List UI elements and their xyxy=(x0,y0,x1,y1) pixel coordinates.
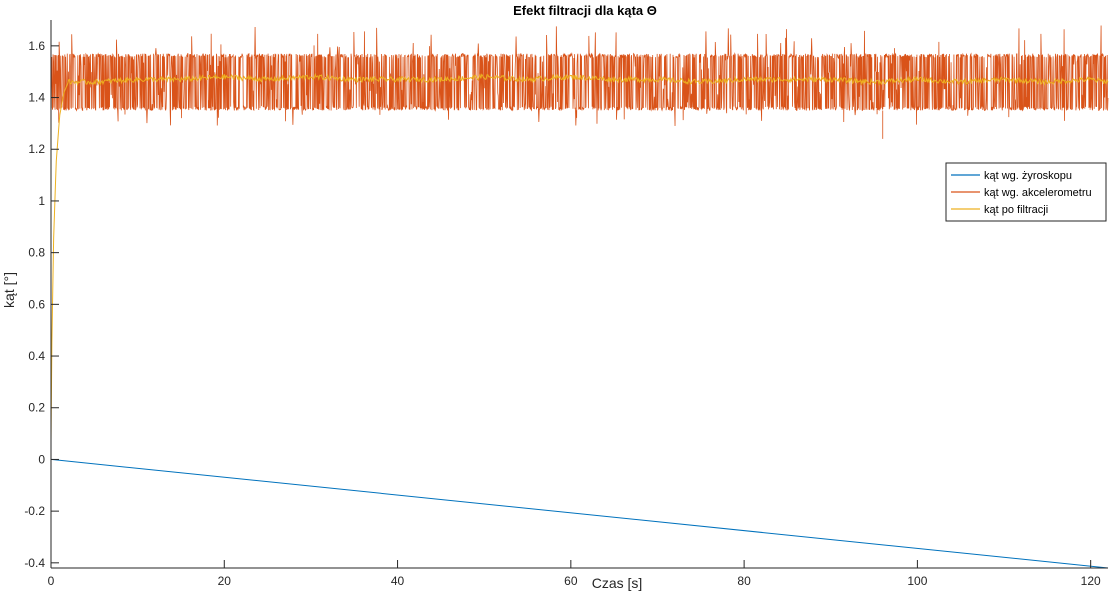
y-tick-label: 1.6 xyxy=(28,39,45,53)
y-tick-label: -0.4 xyxy=(24,556,45,570)
x-tick-label: 40 xyxy=(391,574,405,588)
axes-layer: 0 20 40 60 80 100 120 -0.4 -0.2 0 0.2 0.4 0.6 0.8 1 1.2… xyxy=(24,20,1108,588)
series-line-filtracja xyxy=(50,73,1109,442)
x-tick-label: 60 xyxy=(564,574,578,588)
y-tick-label: 1 xyxy=(38,194,45,208)
series-line-akcelerometr xyxy=(50,25,1109,139)
y-tick-label: 1.2 xyxy=(28,142,45,156)
x-tick-label: 100 xyxy=(907,574,927,588)
x-axis-label: Czas [s] xyxy=(592,575,643,591)
y-tick-label: 1.4 xyxy=(28,91,45,105)
x-tick-label: 120 xyxy=(1081,574,1101,588)
legend-label: kąt wg. żyroskopu xyxy=(984,170,1072,182)
legend: kąt wg. żyroskopu kąt wg. akcelerometru ką… xyxy=(945,162,1107,222)
x-tick-label: 80 xyxy=(737,574,751,588)
legend-label: kąt po filtracji xyxy=(984,204,1048,216)
series-layer xyxy=(50,25,1109,569)
y-axis-label: kąt [°] xyxy=(1,272,17,308)
y-tick-label: 0.2 xyxy=(28,401,45,415)
y-tick-label: 0.6 xyxy=(28,297,45,311)
chart-title: Efekt filtracji dla kąta Θ xyxy=(513,3,657,18)
x-tick-label: 20 xyxy=(218,574,232,588)
y-tick-label: 0.4 xyxy=(28,349,45,363)
x-tick-label: 0 xyxy=(48,574,55,588)
series-line-zyroskop xyxy=(50,458,1109,569)
y-tick-label: 0.8 xyxy=(28,246,45,260)
y-tick-label: 0 xyxy=(38,452,45,466)
legend-label: kąt wg. akcelerometru xyxy=(984,187,1092,199)
y-tick-label: -0.2 xyxy=(24,504,45,518)
